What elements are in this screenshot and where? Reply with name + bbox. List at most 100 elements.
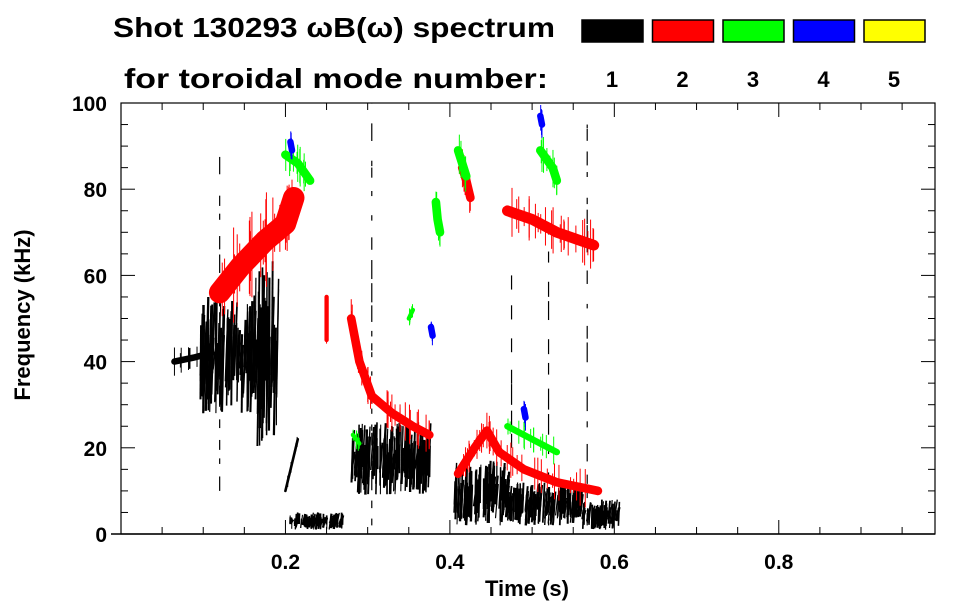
mode-1-burst-stroke <box>566 483 570 518</box>
mode-1-burst-stroke <box>321 516 327 528</box>
x-axis-label: Time (s) <box>485 576 569 601</box>
mode-1-burst-stroke <box>617 501 621 526</box>
legend-label-mode-2: 2 <box>676 67 688 92</box>
mode-1-burst-stroke <box>423 446 427 491</box>
mode-1-burst-stroke <box>396 444 401 480</box>
mode-1-burst-stroke <box>202 314 205 397</box>
legend: 1 2 3 4 5 <box>581 19 926 92</box>
mode-1-burst-stroke <box>601 504 607 526</box>
mode-1-burst-stroke <box>405 433 410 488</box>
mode-1-burst-stroke <box>372 424 377 476</box>
mode-1-burst-stroke <box>385 452 390 481</box>
mode-1-burst-stroke <box>364 429 369 495</box>
mode-1-burst-stroke <box>312 517 318 528</box>
mode-1-burst-stroke <box>295 517 299 529</box>
x-tick-label: 0.4 <box>435 551 465 574</box>
mode-1-burst-stroke <box>514 482 519 517</box>
mode-1-burst-stroke <box>331 514 336 528</box>
mode-1-burst-stroke <box>594 504 599 527</box>
y-tick-label: 60 <box>84 265 107 288</box>
mode-1-burst-stroke <box>300 518 303 529</box>
mode-1-burst-stroke <box>246 306 251 374</box>
mode-1-burst-stroke <box>460 479 465 514</box>
x-tick-label: 0.2 <box>271 551 300 574</box>
mode-1-burst-stroke <box>525 494 528 523</box>
mode-1-burst-stroke <box>230 300 234 406</box>
mode-1-burst-stroke <box>339 517 343 528</box>
mode-1-burst-stroke <box>408 448 412 493</box>
y-tick-label: 80 <box>84 179 107 202</box>
mode-1-burst-stroke <box>314 514 318 530</box>
mode-1-burst-stroke <box>383 454 387 472</box>
mode-1-burst-stroke <box>508 501 511 513</box>
mode-4-series <box>287 104 546 431</box>
mode-1-burst-stroke <box>270 261 274 383</box>
x-tick-label: 0.8 <box>764 551 794 574</box>
mode-1-burst-stroke <box>567 493 571 516</box>
mode-1-burst-stroke <box>319 519 322 529</box>
mode-3-series <box>281 133 562 465</box>
mode-1-burst-stroke <box>549 492 553 521</box>
legend-label-mode-4: 4 <box>817 67 830 92</box>
mode-1-burst-stroke <box>301 513 307 526</box>
chart-title: Shot 130293 ωB(ω) spectrum <box>113 12 555 43</box>
mode-1-burst-stroke <box>512 487 515 522</box>
mode-1-burst-stroke <box>233 302 238 376</box>
mode-1-burst-stroke <box>336 512 340 524</box>
legend-swatch-mode-3 <box>722 19 785 43</box>
mode-1-burst-stroke <box>207 334 212 411</box>
mode-1-burst-stroke <box>492 483 497 509</box>
mode-1-burst-stroke <box>509 495 514 521</box>
mode-1-burst-stroke <box>388 437 393 494</box>
mode-1-burst-stroke <box>361 447 366 484</box>
y-tick-label: 0 <box>95 524 107 547</box>
mode-1-burst-stroke <box>356 449 360 475</box>
legend-label-mode-1: 1 <box>606 67 618 92</box>
legend-swatch-mode-4 <box>792 19 856 43</box>
mode-2-line <box>208 187 305 304</box>
mode-1-burst-stroke <box>412 441 416 490</box>
mode-1-burst-stroke <box>577 491 581 509</box>
mode-1-burst-stroke <box>371 442 375 477</box>
mode-1-burst-stroke <box>239 334 244 369</box>
legend-label-mode-5: 5 <box>888 67 900 92</box>
mode-1-burst-stroke <box>528 486 533 509</box>
mode-3-line <box>504 423 561 456</box>
mode-1-burst-stroke <box>554 494 559 516</box>
mode-1-burst-stroke <box>212 342 217 370</box>
mode-1-burst-stroke <box>306 515 311 530</box>
mode-1-burst-stroke <box>211 339 215 374</box>
mode-1-burst-stroke <box>289 519 295 525</box>
mode-1-burst-stroke <box>588 502 592 524</box>
legend-title: for toroidal mode number: <box>124 63 548 94</box>
mode-1-burst-stroke <box>338 519 342 528</box>
y-tick-label: 20 <box>84 438 107 461</box>
legend-swatch-mode-5 <box>863 19 926 43</box>
mode-1-burst-stroke <box>541 482 546 523</box>
legend-label-mode-3: 3 <box>747 67 759 92</box>
mode-1-series <box>171 103 621 530</box>
mode-1-burst-stroke <box>419 448 425 484</box>
y-axis-label: Frequency (kHz) <box>10 229 35 400</box>
mode-1-burst-stroke <box>469 484 474 522</box>
mode-1-burst-stroke <box>501 481 505 512</box>
mode-1-burst-stroke <box>225 317 230 381</box>
mode-1-burst-stroke <box>262 297 266 399</box>
mode-1-burst-stroke <box>603 500 608 529</box>
mode-1-burst-stroke <box>200 313 204 378</box>
mode-1-burst-stroke <box>250 301 254 397</box>
mode-1-burst-stroke <box>504 475 509 503</box>
mode-1-burst-stroke <box>330 517 334 525</box>
mode-1-burst-stroke <box>552 491 557 524</box>
mode-1-burst-stroke <box>236 346 240 380</box>
y-tick-label: 100 <box>72 93 107 116</box>
mode-1-burst-stroke <box>219 327 223 405</box>
mode-1-burst-stroke <box>486 483 490 510</box>
mode-1-burst-stroke <box>545 487 548 516</box>
mode-1-burst-stroke <box>464 486 470 501</box>
mode-1-burst-stroke <box>505 471 511 516</box>
mode-1-burst-stroke <box>293 518 298 525</box>
mode-1-burst-stroke <box>519 496 523 512</box>
mode-1-burst-stroke <box>582 508 586 523</box>
